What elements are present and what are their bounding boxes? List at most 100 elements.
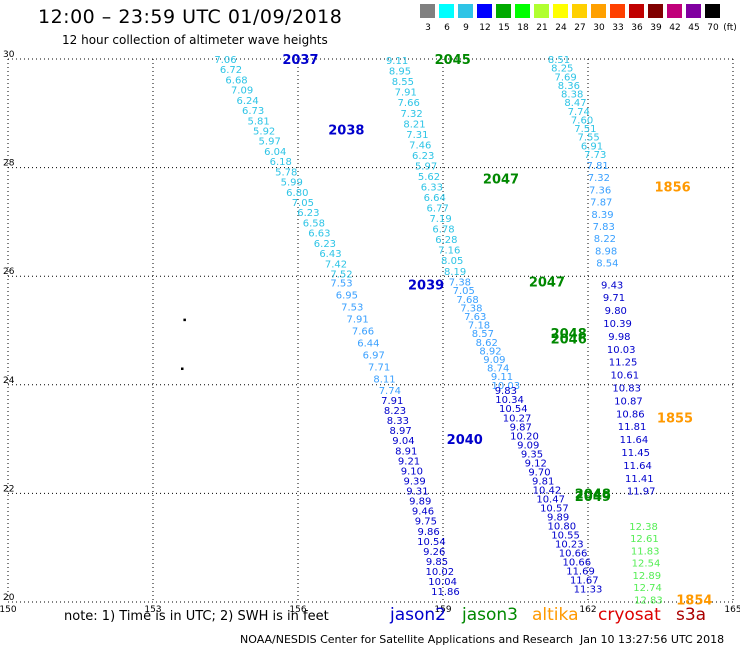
longitude-tick: 156	[289, 605, 306, 615]
wave-height-value: 9.35	[521, 449, 543, 460]
wave-height-value: 11.97	[627, 487, 656, 498]
wave-height-value: 10.23	[555, 539, 584, 550]
wave-height-value: 9.71	[603, 293, 625, 304]
wave-height-value: 7.60	[571, 115, 593, 126]
wave-height-value: 8.74	[487, 364, 509, 375]
wave-height-value: 7.71	[368, 362, 390, 373]
wave-height-value: 10.80	[548, 521, 577, 532]
wave-height-value: 7.42	[325, 259, 347, 270]
color-scale-label: 36	[631, 23, 643, 33]
color-scale-label: 42	[669, 23, 681, 33]
wave-height-value: 6.44	[357, 338, 379, 349]
color-swatch	[648, 4, 663, 18]
wave-height-value: 10.02	[425, 567, 454, 578]
wave-height-value: 7.63	[464, 312, 486, 323]
land-marker	[181, 367, 184, 371]
wave-height-value: 10.54	[499, 404, 528, 415]
wave-height-value: 10.03	[492, 381, 521, 392]
wave-height-value: 7.32	[400, 109, 422, 120]
wave-height-value: 9.09	[483, 355, 505, 366]
color-swatch	[686, 4, 701, 18]
wave-height-value: 9.86	[417, 527, 439, 538]
wave-height-value: 11.45	[621, 448, 650, 459]
wave-height-value: 6.72	[220, 65, 242, 76]
pass-labels: 2037203820392040204520472047204820462048…	[282, 53, 712, 608]
color-swatch	[667, 4, 682, 18]
page-title: 12:00 – 23:59 UTC 01/09/2018	[38, 6, 343, 28]
wave-height-value: 6.78	[432, 225, 454, 236]
wave-height-value: 6.91	[581, 141, 603, 152]
wave-height-value: 7.66	[398, 98, 420, 109]
wave-height-value: 7.87	[590, 198, 612, 209]
wave-height-value: 9.87	[510, 422, 532, 433]
wave-height-value: 6.63	[308, 229, 330, 240]
color-scale-label: 18	[517, 23, 529, 33]
color-swatch	[610, 4, 625, 18]
pass-number-label: 2037	[282, 53, 318, 68]
altimeter-tracks: 7.066.726.687.096.246.735.815.925.976.04…	[214, 55, 662, 606]
wave-height-value: 10.86	[616, 409, 645, 420]
wave-height-value: 6.77	[427, 204, 449, 215]
pass-number-label: 2045	[435, 53, 471, 68]
wave-height-value: 5.97	[259, 137, 281, 148]
wave-height-value: 12.74	[633, 583, 662, 594]
page-subtitle: 12 hour collection of altimeter wave hei…	[62, 33, 328, 47]
wave-height-value: 6.43	[319, 249, 341, 260]
wave-height-value: 6.80	[286, 188, 308, 199]
wave-height-value: 6.64	[424, 193, 446, 204]
color-scale-label: 39	[650, 23, 662, 33]
color-swatch	[439, 4, 454, 18]
pass-number-label: 1855	[657, 411, 693, 426]
color-scale-label: 21	[536, 23, 548, 33]
wave-height-value: 9.89	[547, 512, 569, 523]
wave-height-value: 9.39	[404, 476, 426, 487]
wave-height-value: 8.55	[392, 77, 414, 88]
pass-number-label: 2039	[408, 278, 444, 293]
wave-height-value: 8.25	[551, 64, 573, 75]
wave-height-value: 10.47	[536, 494, 565, 505]
pass-number-label: 2048	[575, 487, 611, 502]
color-scale-label: 24	[555, 23, 567, 33]
wave-height-value: 9.43	[601, 280, 623, 291]
wave-height-value: 7.38	[460, 303, 482, 314]
longitude-tick: 159	[434, 605, 451, 615]
wave-height-value: 9.21	[398, 456, 420, 467]
wave-height-value: 11.41	[625, 474, 654, 485]
wave-height-value: 5.99	[281, 178, 303, 189]
wave-height-value: 7.55	[578, 133, 600, 144]
wave-height-value: 9.83	[495, 386, 517, 397]
wave-height-value: 11.81	[618, 422, 647, 433]
wave-height-value: 6.73	[242, 106, 264, 117]
pass-number-label: 2038	[328, 124, 364, 139]
wave-height-value: 11.83	[631, 546, 660, 557]
color-swatch	[705, 4, 720, 18]
wave-height-value: 9.04	[392, 436, 414, 447]
legend-jason2: jason2	[390, 605, 446, 625]
wave-height-value: 9.11	[386, 56, 408, 67]
pass-number-label: 2047	[529, 276, 565, 291]
pass-number-label: 2040	[447, 433, 483, 448]
wave-height-value: 8.33	[387, 416, 409, 427]
wave-height-value: 6.23	[314, 239, 336, 250]
wave-height-value: 5.97	[415, 161, 437, 172]
color-swatch	[591, 4, 606, 18]
wave-height-value: 7.18	[468, 321, 490, 332]
wave-height-value: 9.85	[426, 557, 448, 568]
wave-height-value: 10.66	[559, 548, 588, 559]
color-swatch	[629, 4, 644, 18]
wave-height-value: 7.81	[587, 161, 609, 172]
wave-height-value: 7.66	[352, 327, 374, 338]
wave-height-value: 10.61	[611, 371, 640, 382]
latitude-tick: 26	[3, 267, 15, 277]
wave-height-value: 6.24	[236, 96, 258, 107]
generation-timestamp: Jan 10 13:27:56 UTC 2018	[580, 633, 725, 646]
wave-height-value: 11.67	[570, 575, 599, 586]
wave-height-value: 7.32	[588, 173, 610, 184]
wave-height-value: 9.46	[412, 507, 434, 518]
wave-height-value: 7.68	[456, 295, 478, 306]
wave-height-value: 11.25	[609, 358, 638, 369]
latitude-tick: 28	[3, 159, 15, 169]
wave-height-value: 6.95	[336, 291, 358, 302]
latitude-tick: 22	[3, 484, 14, 494]
wave-height-value: 9.81	[532, 476, 554, 487]
